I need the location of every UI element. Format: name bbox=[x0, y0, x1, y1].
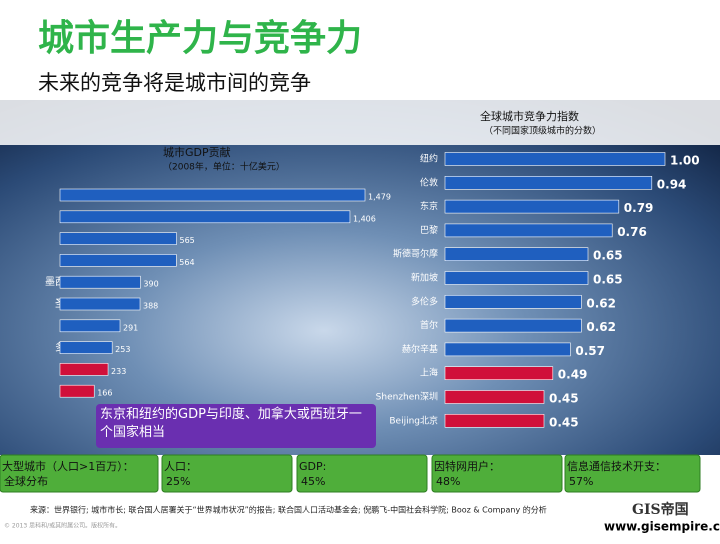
value-label: 166 bbox=[97, 389, 112, 398]
url: www.gisempire.com bbox=[604, 520, 720, 534]
stat-label: 人口： bbox=[164, 460, 197, 473]
stat-boxes: 大型城市（人口>1百万）：全球分布 人口： 25% GDP: 45% 因特网用户： 48% 信… bbox=[0, 454, 701, 493]
bar bbox=[59, 341, 113, 354]
slide-subtitle: 未来的竞争将是城市间的竞争 bbox=[38, 71, 311, 95]
bar bbox=[444, 318, 582, 333]
stat-value: 25% bbox=[166, 475, 190, 488]
bar bbox=[444, 390, 545, 404]
category-label: 赫尔辛基 bbox=[402, 343, 438, 355]
value-label: 233 bbox=[111, 367, 126, 376]
category-label: 东京 bbox=[420, 200, 438, 212]
bar bbox=[444, 413, 545, 428]
chart-title: 全球城市竞争力指数 bbox=[480, 109, 579, 123]
source: 来源：世界银行; 城市市长; 联合国人居署关于“世界城市状况”的报告; 联合国人… bbox=[30, 505, 547, 515]
bar bbox=[444, 366, 554, 381]
stat-box bbox=[161, 454, 293, 493]
stat-box bbox=[564, 454, 701, 493]
category-label: 多伦多 bbox=[411, 295, 438, 307]
stat-label: GDP: bbox=[299, 460, 326, 473]
slide-title: 城市生产力与竞争力 bbox=[38, 18, 362, 59]
category-label: 新加坡 bbox=[411, 272, 438, 284]
bar bbox=[444, 247, 589, 261]
stat-box bbox=[431, 454, 563, 493]
bar bbox=[59, 275, 141, 289]
logo: GIS帝国 bbox=[632, 501, 689, 518]
bar bbox=[444, 271, 589, 285]
value-label: 0.57 bbox=[575, 344, 605, 358]
bar bbox=[59, 254, 177, 267]
bar bbox=[444, 152, 666, 166]
copyright: © 2013 思科和/或其附属公司。版权所有。 bbox=[4, 522, 121, 530]
value-label: 0.45 bbox=[549, 415, 579, 429]
value-label: 253 bbox=[115, 345, 130, 354]
callout-box bbox=[96, 404, 376, 448]
value-label: 1.00 bbox=[670, 154, 700, 168]
chart-subtitle: （不同国家顶级城市的分数） bbox=[484, 125, 601, 137]
value-label: 0.65 bbox=[593, 249, 623, 263]
value-label: 564 bbox=[179, 258, 194, 267]
bar bbox=[444, 199, 620, 214]
fade bbox=[0, 100, 720, 145]
value-label: 0.76 bbox=[617, 225, 647, 239]
bar bbox=[444, 342, 571, 357]
stat-value: 57% bbox=[569, 475, 593, 488]
bar bbox=[59, 210, 351, 224]
stat-value: 45% bbox=[301, 475, 325, 488]
category-label: Beijing北京 bbox=[389, 414, 438, 426]
bar bbox=[59, 319, 121, 333]
callout: 东京和纽约的GDP与印度、加拿大或西班牙一个国家相当 bbox=[100, 407, 362, 440]
value-label: 0.79 bbox=[624, 201, 654, 215]
bar bbox=[59, 232, 177, 245]
value-label: 390 bbox=[143, 280, 158, 289]
value-label: 388 bbox=[143, 302, 158, 311]
stat-value: 48% bbox=[436, 475, 460, 488]
category-label: 上海 bbox=[420, 367, 438, 379]
chart-title: 城市GDP贡献 bbox=[163, 145, 231, 159]
category-label: 巴黎 bbox=[420, 224, 438, 236]
bar bbox=[444, 223, 613, 238]
category-label: 首尔 bbox=[420, 319, 438, 331]
category-label: 纽约 bbox=[420, 153, 438, 165]
value-label: 0.65 bbox=[593, 273, 623, 287]
stat-label: 因特网用户： bbox=[434, 459, 500, 473]
value-label: 0.49 bbox=[558, 368, 588, 382]
bar bbox=[59, 188, 366, 202]
stat-label: 信息通信技术开支： bbox=[567, 459, 666, 473]
category-label: Shenzhen深圳 bbox=[376, 392, 438, 403]
callout-text: 东京和纽约的GDP与印度、加拿大或西班牙一个国家相当 bbox=[100, 407, 362, 440]
value-label: 0.62 bbox=[586, 320, 616, 334]
value-label: 291 bbox=[123, 323, 138, 332]
value-label: 0.94 bbox=[657, 177, 687, 191]
bar bbox=[444, 294, 582, 309]
bar bbox=[59, 384, 95, 398]
category-label: 伦敦 bbox=[420, 176, 438, 188]
stat-value: 全球分布 bbox=[4, 474, 48, 488]
value-label: 1,479 bbox=[368, 193, 391, 202]
value-label: 0.45 bbox=[549, 392, 579, 406]
value-label: 565 bbox=[180, 236, 195, 245]
bar bbox=[444, 176, 653, 190]
bar bbox=[59, 363, 109, 376]
stat-box bbox=[296, 454, 428, 493]
bar bbox=[59, 297, 141, 311]
category-label: 斯德哥尔摩 bbox=[393, 248, 438, 260]
stat-label: 大型城市（人口>1百万）： bbox=[2, 459, 134, 473]
stat-box bbox=[0, 454, 159, 493]
chart-subtitle: （2008年，单位：十亿美元） bbox=[163, 161, 285, 173]
value-label: 1,406 bbox=[353, 214, 376, 223]
value-label: 0.62 bbox=[586, 296, 616, 310]
